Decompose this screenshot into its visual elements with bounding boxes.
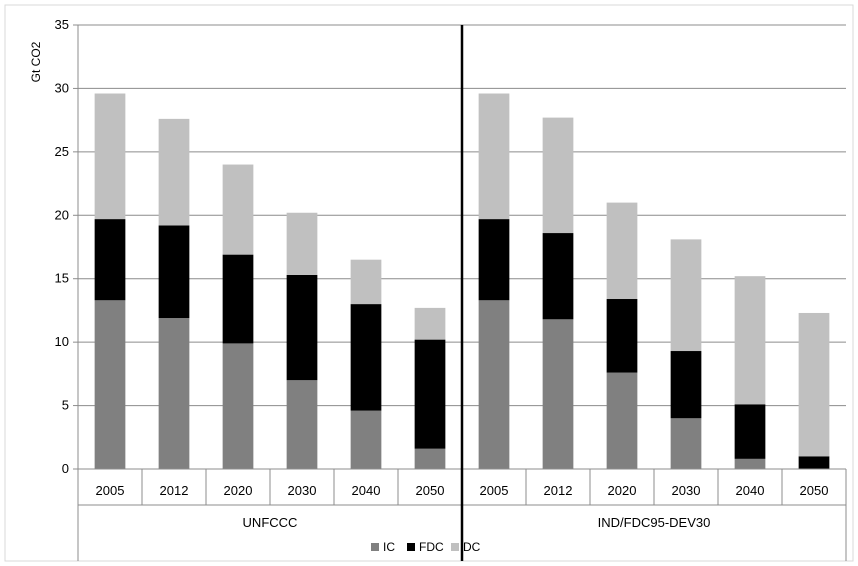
x-tick-label: 2020 xyxy=(224,483,253,498)
bar-fdc-ind-fdc95-dev30-2050 xyxy=(798,456,830,469)
bar-fdc-unfccc-2050 xyxy=(414,339,446,449)
bar-ic-unfccc-2040 xyxy=(350,410,382,469)
y-axis-title: Gt CO2 xyxy=(29,41,43,82)
x-tick-label: 2012 xyxy=(160,483,189,498)
bar-ic-ind-fdc95-dev30-2040 xyxy=(734,458,766,469)
x-tick-label: 2012 xyxy=(544,483,573,498)
y-tick-label: 35 xyxy=(55,17,69,32)
x-tick-label: 2040 xyxy=(736,483,765,498)
y-tick-label: 10 xyxy=(55,334,69,349)
x-tick-label: 2050 xyxy=(800,483,829,498)
x-tick-label: 2005 xyxy=(96,483,125,498)
y-tick-label: 5 xyxy=(62,398,69,413)
bar-dc-ind-fdc95-dev30-2012 xyxy=(542,117,574,234)
x-tick-label: 2030 xyxy=(288,483,317,498)
bar-fdc-ind-fdc95-dev30-2020 xyxy=(606,299,638,373)
bar-ic-ind-fdc95-dev30-2012 xyxy=(542,319,574,469)
x-tick-label: 2020 xyxy=(608,483,637,498)
bar-ic-unfccc-2005 xyxy=(94,300,126,469)
legend-swatch-dc xyxy=(451,543,459,551)
bar-dc-ind-fdc95-dev30-2040 xyxy=(734,276,766,405)
bar-fdc-unfccc-2012 xyxy=(158,225,190,319)
y-tick-label: 25 xyxy=(55,144,69,159)
legend-label-fdc: FDC xyxy=(419,540,444,554)
bar-dc-ind-fdc95-dev30-2050 xyxy=(798,312,830,457)
legend-label-dc: DC xyxy=(463,540,481,554)
x-tick-label: 2005 xyxy=(480,483,509,498)
group-label: IND/FDC95-DEV30 xyxy=(598,515,711,530)
bar-fdc-unfccc-2040 xyxy=(350,304,382,411)
bar-dc-unfccc-2040 xyxy=(350,259,382,305)
bar-dc-ind-fdc95-dev30-2030 xyxy=(670,239,702,352)
chart-border xyxy=(4,4,854,562)
axes: 0 5 10 15 20 25 30 35 2005 2012 2020 2030 2040 2050 UN… xyxy=(55,17,847,561)
bar-fdc-unfccc-2020 xyxy=(222,254,254,344)
group-label: UNFCCC xyxy=(243,515,298,530)
bar-fdc-ind-fdc95-dev30-2030 xyxy=(670,351,702,419)
bar-ic-unfccc-2050 xyxy=(414,448,446,469)
legend-label-ic: IC xyxy=(383,540,395,554)
bar-fdc-ind-fdc95-dev30-2012 xyxy=(542,233,574,320)
y-tick-label: 15 xyxy=(55,271,69,286)
bar-dc-unfccc-2005 xyxy=(94,93,126,220)
legend-swatch-ic xyxy=(371,543,379,551)
bar-ic-ind-fdc95-dev30-2030 xyxy=(670,418,702,469)
bar-fdc-unfccc-2030 xyxy=(286,274,318,381)
bar-dc-unfccc-2020 xyxy=(222,164,254,255)
bar-dc-unfccc-2050 xyxy=(414,307,446,340)
bar-dc-unfccc-2012 xyxy=(158,118,190,226)
bar-fdc-ind-fdc95-dev30-2040 xyxy=(734,404,766,459)
gridlines xyxy=(78,24,846,407)
bar-ic-ind-fdc95-dev30-2020 xyxy=(606,372,638,469)
legend: IC FDC DC xyxy=(371,540,481,554)
y-tick-label: 0 xyxy=(62,461,69,476)
legend-swatch-fdc xyxy=(407,543,415,551)
bar-ic-unfccc-2020 xyxy=(222,343,254,469)
bar-ic-ind-fdc95-dev30-2005 xyxy=(478,300,510,469)
bars xyxy=(94,93,830,469)
bar-dc-unfccc-2030 xyxy=(286,212,318,275)
y-tick-label: 20 xyxy=(55,207,69,222)
x-tick-label: 2040 xyxy=(352,483,381,498)
x-tick-label: 2030 xyxy=(672,483,701,498)
bar-dc-ind-fdc95-dev30-2020 xyxy=(606,202,638,300)
bar-ic-unfccc-2012 xyxy=(158,318,190,469)
bar-ic-unfccc-2030 xyxy=(286,380,318,469)
bar-dc-ind-fdc95-dev30-2005 xyxy=(478,93,510,220)
y-tick-label: 30 xyxy=(55,80,69,95)
bar-fdc-ind-fdc95-dev30-2005 xyxy=(478,219,510,301)
bar-fdc-unfccc-2005 xyxy=(94,219,126,301)
x-tick-label: 2050 xyxy=(416,483,445,498)
